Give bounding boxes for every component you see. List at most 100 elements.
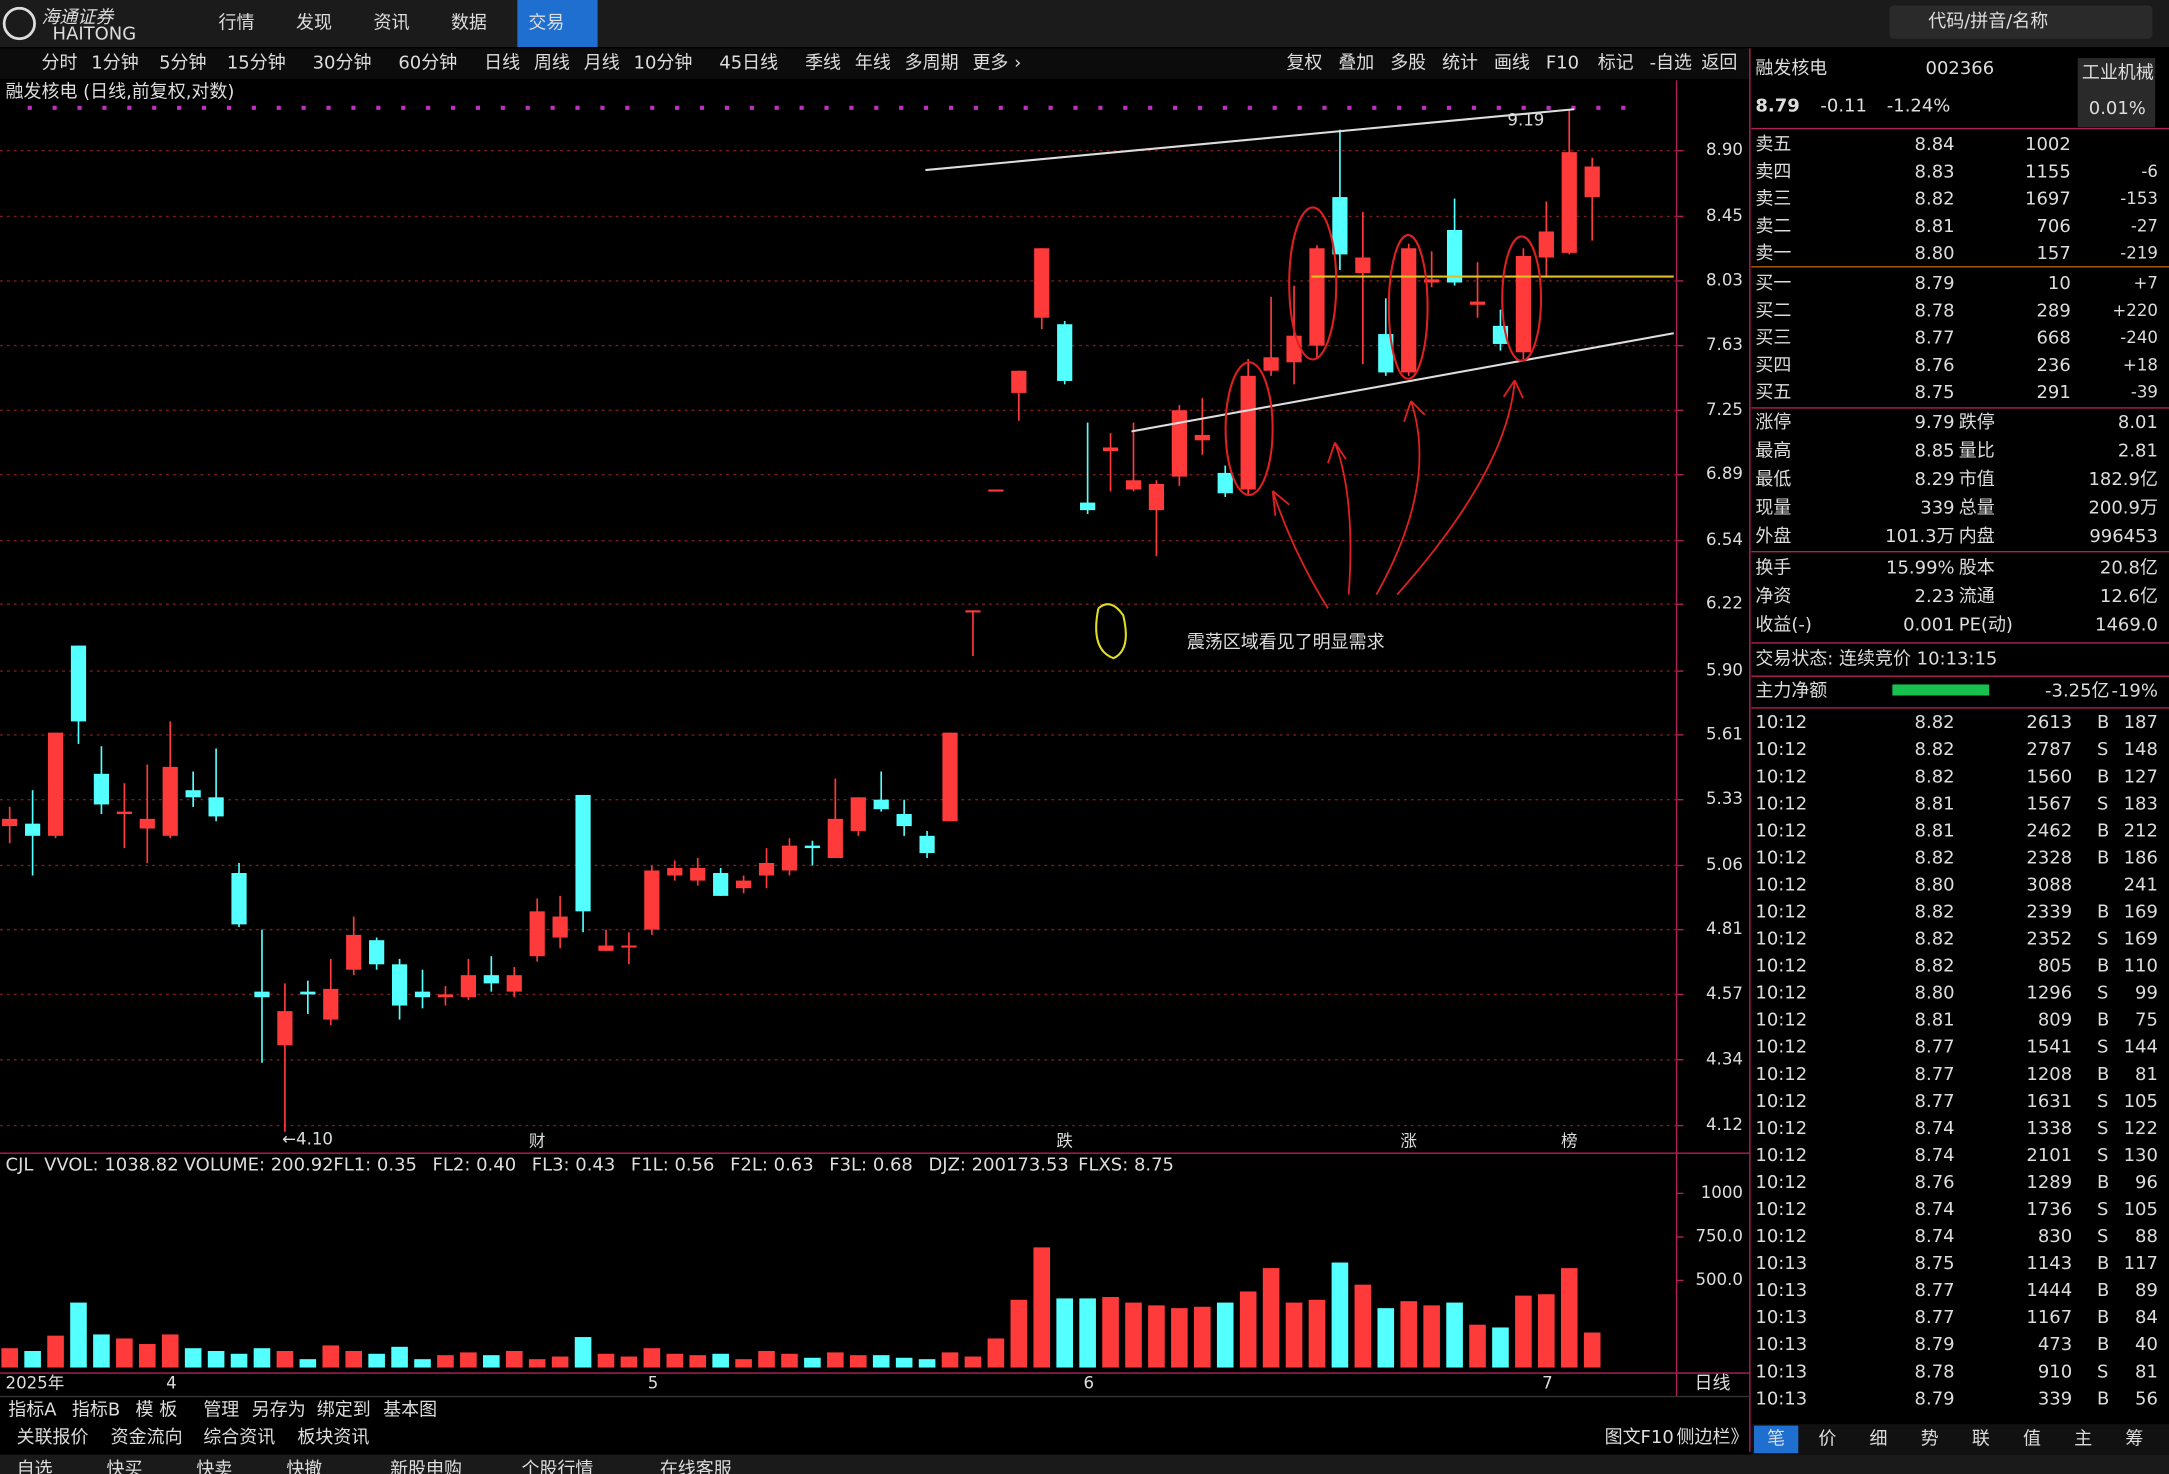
volume-bar [781,1353,798,1368]
period-tab[interactable]: 5分钟 [159,53,206,74]
period-tab[interactable]: 60分钟 [398,53,457,74]
trade-time: 10:13 [1755,1280,1807,1301]
bottom-tab[interactable]: 快买 [107,1459,143,1474]
period-tab[interactable]: 更多 › [972,53,1021,74]
bottom-link[interactable]: 侧边栏》 [1677,1427,1749,1448]
bottom-tab[interactable]: 基本图 [383,1399,437,1420]
tool-button[interactable]: F10 [1546,53,1579,74]
trade-side: B [2097,956,2109,977]
bottom-tab[interactable]: 另存为 [252,1399,306,1420]
event-marker[interactable]: 涨 [1400,1132,1417,1151]
book-price: 8.76 [1915,355,1955,376]
bottom-tab[interactable]: 模 板 [136,1399,178,1420]
top-bar [0,0,2169,48]
nav-tab[interactable]: 行情 [219,13,255,34]
nav-tab[interactable]: 数据 [451,13,487,34]
period-tab[interactable]: 月线 [584,53,620,74]
stat-value: 9.79 [1915,412,1955,433]
candle-body [873,799,889,810]
panel-tab[interactable]: 笔 [1767,1428,1785,1449]
period-tab[interactable]: 30分钟 [313,53,372,74]
indicator-value: DJZ: 200173.53 [928,1155,1068,1176]
period-tab[interactable]: 45日线 [719,53,778,74]
nav-tab[interactable]: 交易 [528,13,564,34]
period-tab[interactable]: 分时 [41,53,77,74]
bottom-link[interactable]: 图文F10 [1605,1427,1674,1448]
period-tab[interactable]: 1分钟 [91,53,138,74]
bottom-tab[interactable]: 在线客服 [660,1459,732,1474]
tool-button[interactable]: 统计 [1442,53,1478,74]
indicator-value: CJL [6,1155,34,1176]
stat-value: 8.01 [2118,412,2158,433]
tool-button[interactable]: 叠加 [1338,53,1374,74]
volume-bar [1033,1247,1051,1368]
volume-bar [735,1359,752,1368]
panel-tab[interactable]: 筹 [2125,1428,2143,1449]
period-tab[interactable]: 周线 [534,53,570,74]
bottom-tab[interactable]: 综合资讯 [203,1427,275,1448]
tool-button[interactable]: 标记 [1598,53,1634,74]
bottom-tab[interactable]: 绑定到 [317,1399,371,1420]
trade-count: 130 [2124,1145,2158,1166]
event-marker[interactable]: 榜 [1561,1132,1578,1151]
industry-change: 0.01% [2089,98,2146,119]
trade-price: 8.81 [1915,820,1955,841]
panel-tab[interactable]: 联 [1972,1428,1990,1449]
volume-bar [643,1348,661,1368]
period-tab[interactable]: 年线 [855,53,891,74]
trade-price: 8.74 [1915,1145,1955,1166]
panel-tab[interactable]: 细 [1870,1428,1888,1449]
event-marker[interactable]: 财 [529,1132,546,1151]
bottom-tab[interactable]: 个股行情 [522,1459,594,1474]
trade-volume: 339 [2038,1388,2072,1409]
tool-button[interactable]: 画线 [1494,53,1530,74]
panel-tab[interactable]: 价 [1818,1428,1836,1449]
trade-count: 183 [2124,793,2158,814]
book-change: -27 [2131,216,2158,235]
event-marker[interactable]: 跌 [1056,1132,1073,1151]
period-tab[interactable]: 日线 [484,53,520,74]
trade-count: 40 [2135,1334,2158,1355]
tool-button[interactable]: 返回 [1701,53,1737,74]
bottom-tab[interactable]: 指标B [72,1399,120,1420]
bottom-tab[interactable]: 资金流向 [111,1427,183,1448]
bottom-tab[interactable]: 自选 [17,1459,53,1474]
period-tab[interactable]: 10分钟 [634,53,693,74]
volume-bar [1102,1297,1119,1368]
flow-pct: -19% [2111,680,2157,701]
tool-button[interactable]: -自选 [1650,53,1692,74]
bottom-tab[interactable]: 板块资讯 [297,1427,369,1448]
period-tab[interactable]: 15分钟 [227,53,286,74]
trade-time: 10:12 [1755,1172,1807,1193]
trade-volume: 805 [2038,956,2072,977]
volume-bar [1262,1268,1280,1368]
candle-body [70,645,87,722]
panel-tab[interactable]: 势 [1921,1428,1939,1449]
period-tab[interactable]: 多周期 [905,53,959,74]
nav-tab[interactable]: 发现 [296,13,332,34]
bottom-tab[interactable]: 关联报价 [17,1427,89,1448]
bottom-tab[interactable]: 管理 [203,1399,239,1420]
bottom-tab[interactable]: 指标A [8,1399,57,1420]
candle-body [598,945,614,951]
panel-tab[interactable]: 值 [2023,1428,2041,1449]
tool-button[interactable]: 复权 [1286,53,1322,74]
bottom-tab[interactable]: 快卖 [196,1459,232,1474]
tool-button[interactable]: 多股 [1390,53,1426,74]
y-tick-label: 6.54 [1706,530,1743,549]
nav-tab[interactable]: 资讯 [373,13,409,34]
book-volume: 157 [2036,243,2070,264]
y-tick-label: 6.22 [1706,594,1743,613]
candle-body [988,489,1004,492]
bottom-tab[interactable]: 新股申购 [390,1459,462,1474]
trade-time: 10:13 [1755,1307,1807,1328]
panel-tab[interactable]: 主 [2074,1428,2092,1449]
trade-time: 10:12 [1755,1010,1807,1031]
trade-time: 10:12 [1755,983,1807,1004]
bottom-tab[interactable]: 快撤 [286,1459,322,1474]
candle-body [231,873,247,925]
search-box[interactable] [1889,5,2153,39]
candle-body [1378,334,1394,373]
period-tab[interactable]: 季线 [805,53,841,74]
stock-code: 002366 [1926,58,1995,79]
